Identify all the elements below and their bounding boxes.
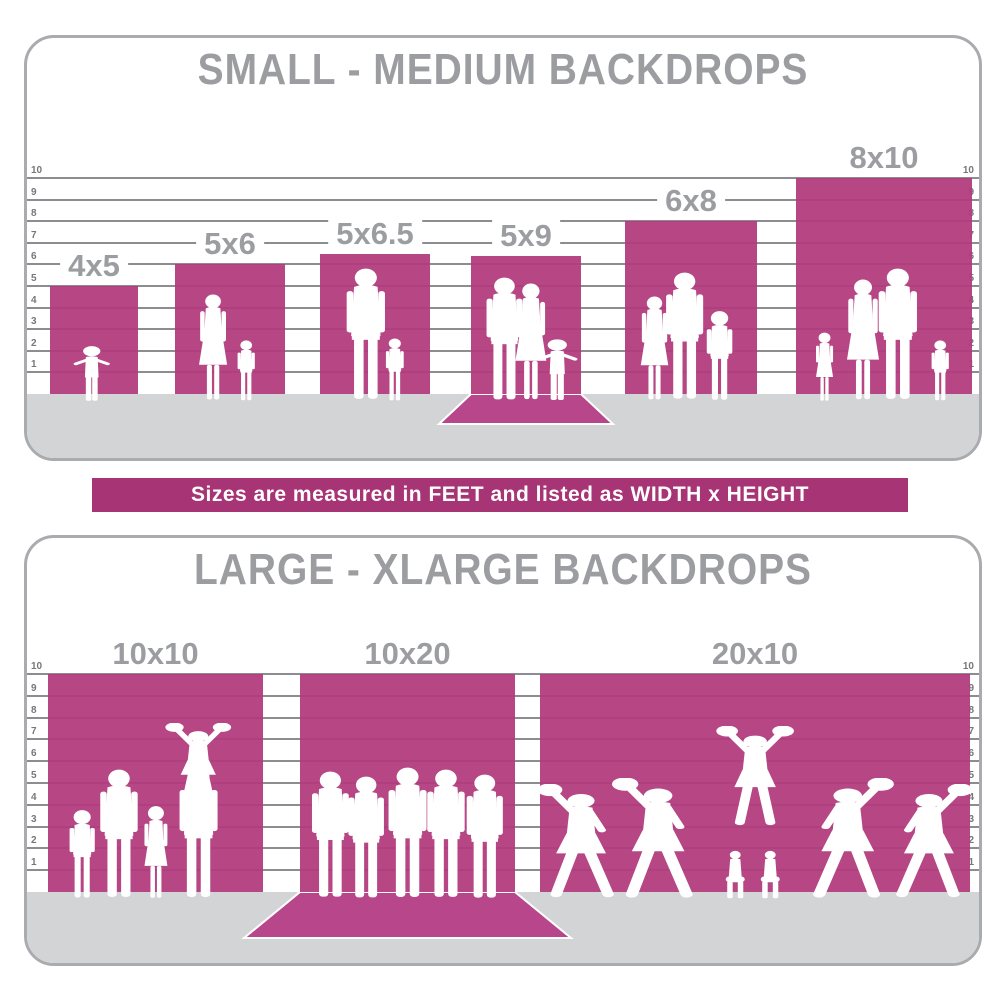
axis-tick-label-tick-left-8: 8	[31, 704, 37, 716]
bar-size-label-20x10: 20x10	[703, 636, 807, 672]
person-silhouette-toddler	[73, 345, 110, 401]
backdrop-bar-5x9	[471, 255, 581, 401]
person-silhouette-woman	[640, 296, 668, 400]
panel-small-medium-backdrops: SMALL - MEDIUM BACKDROPS 112233445566778…	[24, 35, 982, 461]
person-silhouette-man	[427, 769, 465, 898]
person-silhouette-boy	[69, 810, 95, 898]
backdrop-bar-8x10	[796, 178, 972, 401]
person-silhouette-boy	[237, 340, 256, 401]
axis-tick-label-tick-left-6: 6	[31, 748, 37, 760]
bar-size-label-8x10: 8x10	[841, 140, 927, 176]
axis-tick-label-tick-left-4: 4	[31, 294, 37, 306]
axis-tick-label-tick-right-10: 10	[962, 661, 974, 672]
axis-tick-label-tick-left-7: 7	[31, 726, 37, 738]
person-silhouette-cheer1	[812, 777, 894, 898]
panel-title-large-xlarge: LARGE - XLARGE BACKDROPS	[194, 544, 812, 594]
axis-tick-label-tick-right-3: 3	[968, 813, 974, 825]
axis-tick-label-tick-left-5: 5	[31, 273, 37, 284]
person-silhouette-woman	[846, 279, 879, 400]
bar-size-label-5x9: 5x9	[492, 217, 560, 254]
person-silhouette-man	[179, 767, 218, 897]
axis-tick-label-tick-left-3: 3	[31, 813, 37, 825]
person-silhouette-man	[100, 769, 138, 898]
axis-tick-label-tick-left-4: 4	[31, 791, 37, 803]
person-silhouette-man	[347, 268, 386, 399]
gridline-9ft	[27, 198, 979, 201]
axis-tick-label-tick-right-2: 2	[968, 835, 974, 847]
bar-size-label-10x10: 10x10	[104, 636, 207, 672]
bar-size-label-5x6: 5x6	[196, 226, 264, 263]
axis-tick-label-tick-left-9: 9	[31, 682, 37, 694]
backdrop-bar-5x6	[175, 264, 285, 401]
units-banner: Sizes are measured in FEET and listed as…	[92, 478, 908, 512]
person-silhouette-toddler	[536, 339, 577, 401]
backdrop-bar-4x5	[50, 286, 138, 401]
person-silhouette-girl	[815, 332, 833, 401]
panel-large-xlarge-backdrops: LARGE - XLARGE BACKDROPS 1 1 2 2 3 3 4 4 5 5 6 6 7 7 8…	[24, 535, 982, 966]
axis-tick-label-tick-left-10: 10	[31, 661, 43, 672]
axis-tick-label-tick-right-10: 10	[962, 165, 974, 176]
floor-sweep-5x9	[436, 393, 616, 425]
axis-tick-label-tick-left-3: 3	[31, 316, 37, 328]
person-silhouette-flyer	[716, 725, 794, 825]
axis-tick-label-tick-right-8: 8	[968, 704, 974, 716]
person-silhouette-girl	[144, 806, 167, 898]
person-silhouette-boy	[385, 338, 404, 401]
person-silhouette-man	[311, 771, 349, 898]
backdrop-bar-5x6.5	[320, 253, 430, 401]
axis-tick-label-tick-right-7: 7	[968, 726, 974, 738]
person-silhouette-man	[388, 767, 427, 897]
axis-tick-label-tick-left-10: 10	[31, 165, 43, 176]
axis-tick-label-tick-left-2: 2	[31, 337, 37, 349]
person-silhouette-kneel	[726, 851, 746, 899]
person-silhouette-cheer1	[896, 784, 973, 898]
bar-size-label-10x20: 10x20	[356, 636, 459, 672]
axis-tick-label-tick-right-1: 1	[968, 857, 974, 869]
person-silhouette-man	[878, 268, 918, 399]
person-silhouette-boy	[707, 311, 733, 400]
backdrop-bar-10x10	[48, 674, 263, 898]
person-silhouette-kneel	[760, 851, 780, 899]
person-silhouette-man	[466, 774, 503, 898]
backdrop-bar-6x8	[625, 221, 757, 400]
axis-tick-label-tick-left-6: 6	[31, 251, 37, 263]
bar-size-label-5x6.5: 5x6.5	[328, 215, 422, 252]
axis-tick-label-tick-left-1: 1	[31, 857, 37, 869]
axis-tick-label-tick-left-2: 2	[31, 835, 37, 847]
axis-tick-label-tick-left-1: 1	[31, 359, 37, 371]
axis-tick-label-tick-left-5: 5	[31, 770, 37, 781]
person-silhouette-man	[665, 272, 703, 400]
gridline-10ft	[27, 177, 979, 179]
person-silhouette-woman	[514, 283, 546, 400]
bar-size-label-4x5: 4x5	[60, 248, 128, 284]
person-silhouette-cheer1	[612, 777, 693, 898]
person-silhouette-flyer	[165, 723, 232, 808]
person-silhouette-woman	[199, 294, 228, 400]
backdrop-bar-20x10	[537, 674, 973, 899]
axis-tick-label-tick-left-7: 7	[31, 229, 37, 241]
axis-tick-label-tick-right-5: 5	[968, 770, 974, 781]
backdrop-bar-10x20	[300, 674, 515, 898]
bar-size-label-6x8: 6x8	[657, 183, 725, 220]
axis-tick-label-tick-right-6: 6	[968, 748, 974, 760]
person-silhouette-cheer1	[537, 784, 614, 898]
axis-tick-label-tick-right-9: 9	[968, 682, 974, 694]
axis-tick-label-tick-right-4: 4	[968, 791, 974, 803]
panel-title-small-medium: SMALL - MEDIUM BACKDROPS	[197, 44, 809, 94]
axis-tick-label-tick-left-8: 8	[31, 208, 37, 220]
person-silhouette-boy	[931, 340, 949, 401]
person-silhouette-man	[348, 776, 385, 898]
axis-tick-label-tick-left-9: 9	[31, 186, 37, 198]
units-banner-text: Sizes are measured in FEET and listed as…	[191, 483, 809, 506]
